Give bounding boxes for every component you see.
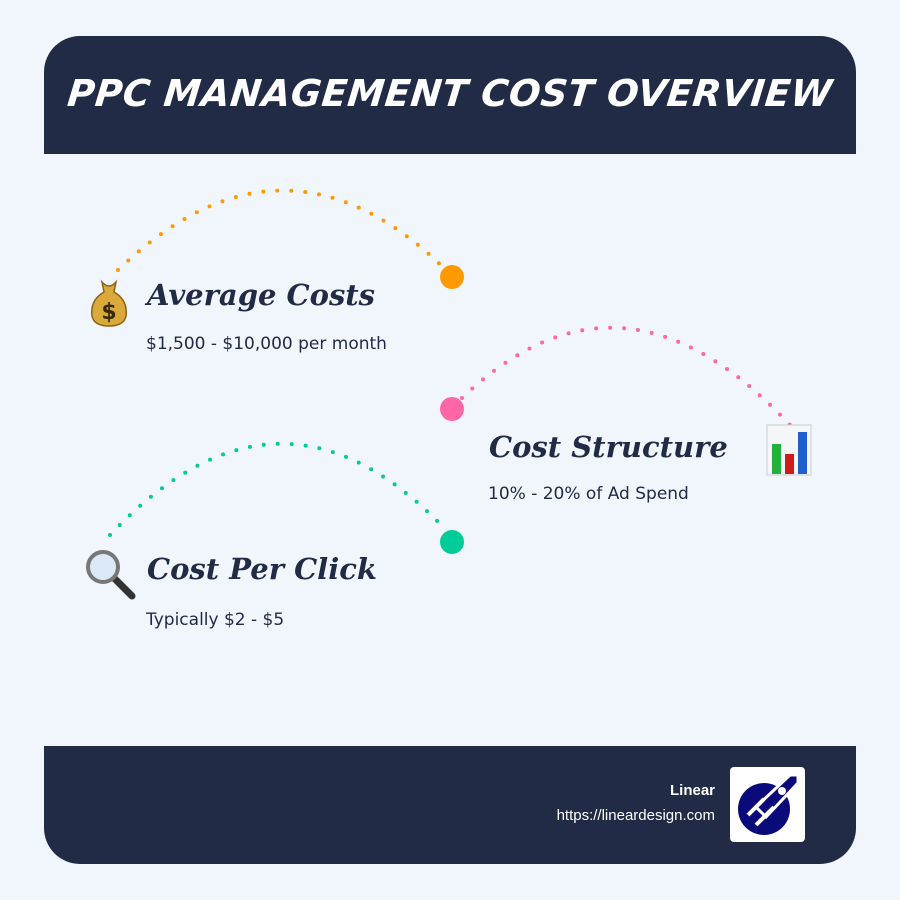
dot-cost-structure	[440, 397, 464, 421]
money-bag-icon: $	[91, 279, 127, 327]
item-description: $1,500 - $10,000 per month	[146, 334, 387, 354]
arc-average-costs	[116, 188, 450, 274]
dot-average-costs	[440, 265, 464, 289]
magnifying-glass-icon	[86, 550, 136, 600]
brand-name: Linear	[669, 782, 715, 799]
item-title: Cost Per Click	[147, 552, 377, 586]
dot-cost-per-click	[440, 530, 464, 554]
arc-cost-per-click	[108, 441, 448, 537]
item-title: Cost Structure	[489, 430, 728, 464]
footer-banner: Linear https://lineardesign.com	[44, 746, 856, 864]
item-description: 10% - 20% of Ad Spend	[488, 484, 689, 504]
svg-text:$: $	[101, 300, 116, 325]
item-title: Average Costs	[147, 278, 375, 312]
arc-cost-structure	[460, 325, 792, 427]
bar-chart-icon	[766, 424, 812, 476]
rocket-icon	[738, 773, 800, 835]
rocket-logo	[730, 767, 805, 842]
brand-url[interactable]: https://lineardesign.com	[556, 807, 715, 824]
header-banner: PPC MANAGEMENT COST OVERVIEW	[44, 36, 856, 154]
item-description: Typically $2 - $5	[146, 610, 285, 630]
